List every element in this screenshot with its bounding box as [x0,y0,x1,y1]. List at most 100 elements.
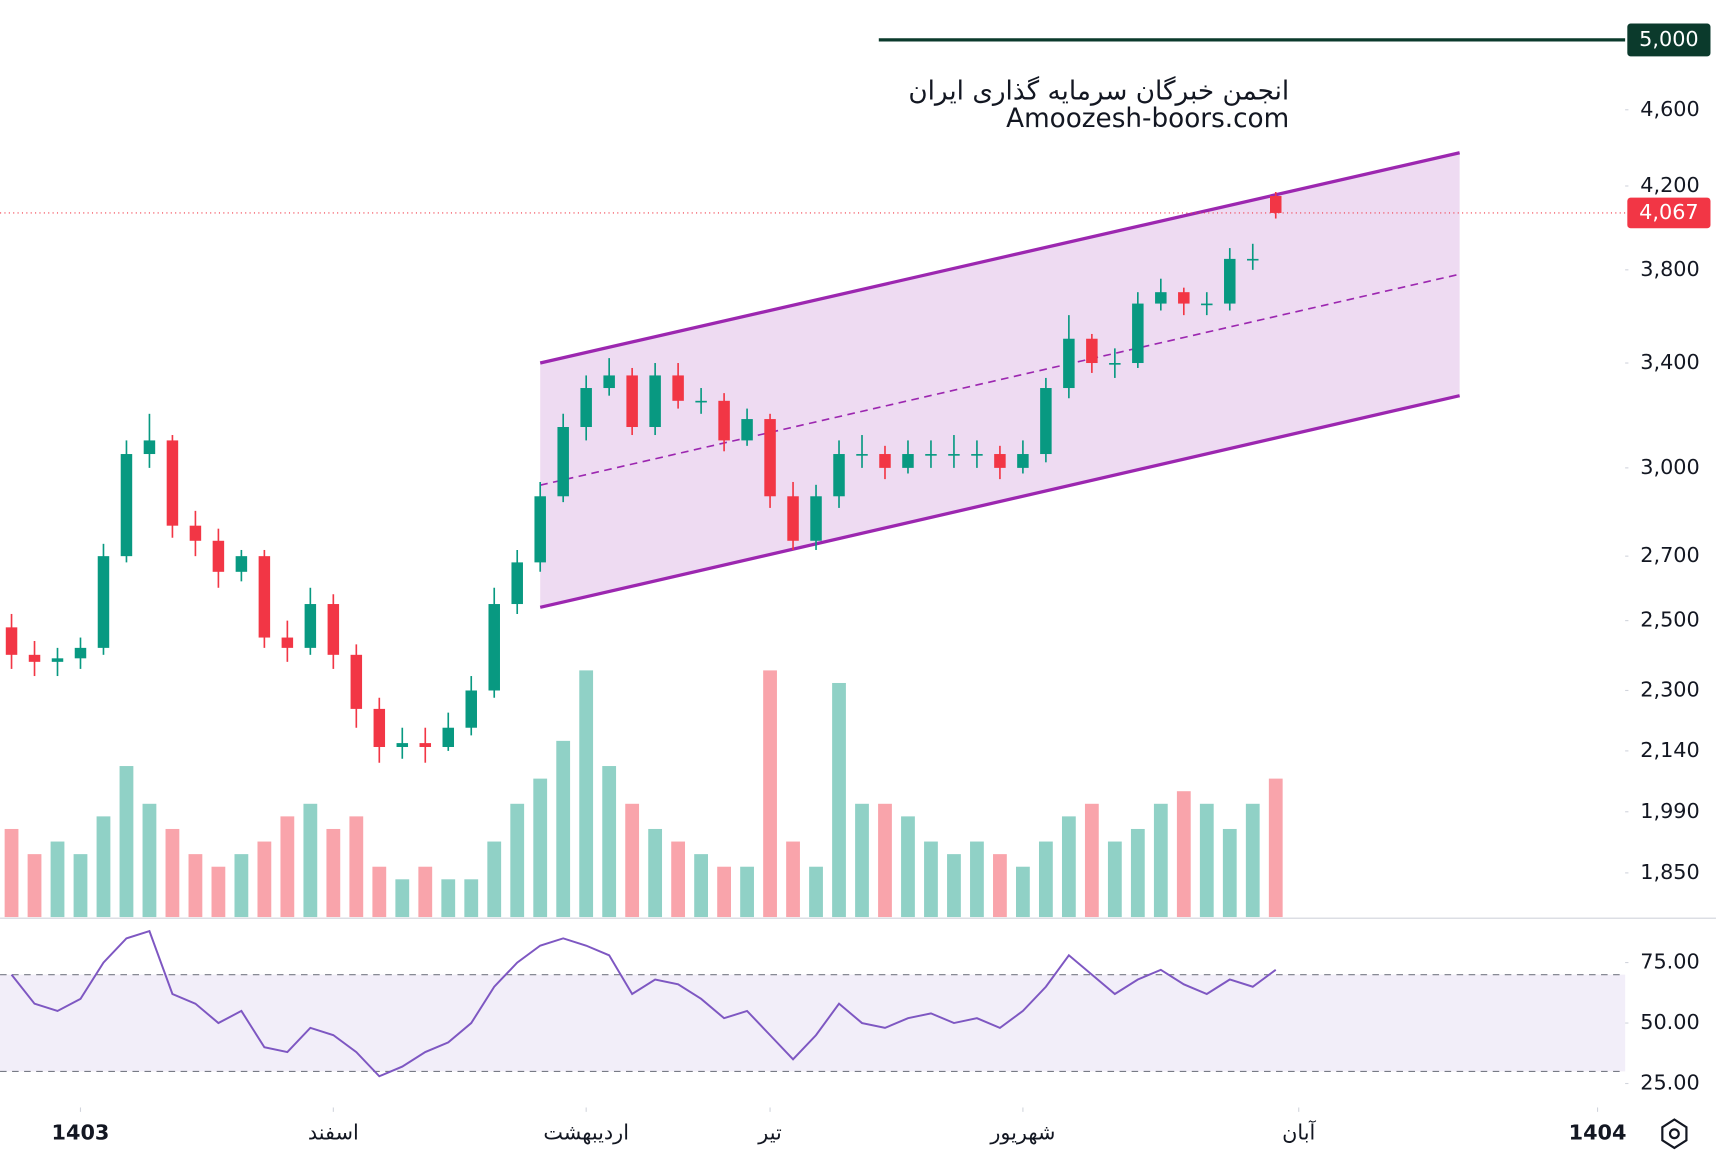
volume-bar [27,854,42,918]
candle-body [1247,258,1259,261]
volume-bar [142,803,157,918]
candle-body [396,743,409,747]
volume-bar [257,841,272,918]
candle-body [1201,303,1213,306]
volume-bar [188,854,203,918]
volume-bar [717,866,731,918]
volume-bar [280,816,295,918]
volume-bar [1199,803,1214,918]
volume-bar [855,803,869,918]
candle-body [971,454,983,456]
volume-bar [119,766,134,918]
y-tick-label: 2,140 [1640,738,1700,762]
candle-body [373,708,386,747]
volume-bar [947,854,961,918]
volume-bar [809,866,823,918]
volume-bar [1061,816,1076,918]
volume-bar [740,866,754,918]
candle-body [925,454,937,456]
candle-body [51,658,64,662]
candle-body [5,627,18,655]
channel-upper [539,151,1461,365]
y-tick-label: 1,990 [1640,799,1700,823]
candle-body [258,556,271,638]
candle-body [74,647,87,659]
volume-bar [625,803,640,918]
volume-bar [1153,803,1168,918]
volume-bar [372,866,387,918]
y-tick-label: 3,800 [1640,257,1700,281]
volume-bar [1268,778,1283,918]
candle-body [764,419,776,497]
x-tick-label: اسفند [308,1121,359,1145]
volume-bar [579,670,594,918]
x-tick-label: شهریور [989,1121,1055,1145]
y-tick-label: 3,400 [1640,350,1700,374]
horizontal-line-label: 5,000 [1639,27,1699,51]
candle-body [879,454,891,468]
horizontal-line-label-box [1627,23,1711,57]
y-tick-label: 3,000 [1640,455,1700,479]
volume-bar [694,854,708,918]
x-tick-label: آبان [1282,1120,1316,1145]
volume-bar [50,841,65,918]
volume-bar [993,854,1007,918]
candle-body [672,375,684,401]
volume-bar [533,778,548,918]
volume-bar [1176,791,1191,918]
volume-bar [1107,841,1122,918]
volume-bar [1222,828,1237,918]
candle-body [603,375,615,389]
volume-bar [234,854,249,918]
y-tick-label: 2,300 [1640,677,1700,701]
rsi-tick-label: 75.00 [1640,950,1700,974]
candle-body [1155,292,1167,304]
volume-bar [487,841,502,918]
x-tick-label: اردیبهشت [543,1121,629,1145]
candle-body [1178,292,1190,304]
candle-body [580,388,592,428]
candle-body [97,556,110,648]
volume-bar [418,866,433,918]
x-tick-label: 1403 [52,1121,110,1145]
watermark-title: انجمن خبرگان سرمایه گذاری ایران [908,75,1289,106]
x-tick-label: تیر [757,1121,782,1145]
candle-body [166,440,179,526]
candle-body [787,496,799,541]
candle-body [994,454,1006,468]
candle-body [1270,196,1282,213]
candle-body [741,419,753,441]
candle-body [1017,454,1029,468]
volume-bar [165,828,180,918]
settings-dot[interactable] [1668,1128,1680,1140]
candle-body [557,427,569,497]
rsi-tick-label: 25.00 [1640,1071,1700,1095]
volume-bar [395,879,410,918]
volume-bar [73,854,88,918]
volume-bar [96,816,111,918]
y-tick-label: 1,850 [1640,860,1700,884]
candle-body [235,556,248,572]
candle-body [626,375,638,428]
candle-body [350,654,363,709]
candle-body [948,454,960,456]
candle-body [488,604,500,691]
volume-bar [510,803,525,918]
rsi-tick-label: 50.00 [1640,1010,1700,1034]
candle-body [1063,338,1075,389]
volume-bar [832,682,846,918]
candle-body [1109,363,1121,365]
volume-bar [1130,828,1145,918]
settings-icon[interactable] [1661,1118,1688,1150]
volume-bar [349,816,364,918]
volume-bar [924,841,938,918]
candle-body [718,400,730,441]
candle-body [465,690,477,728]
volume-bar [1038,841,1053,918]
y-tick-label: 2,500 [1640,608,1700,632]
candle-body [1086,338,1098,364]
volume-bar [556,740,571,918]
settings-shape[interactable] [1661,1118,1688,1150]
